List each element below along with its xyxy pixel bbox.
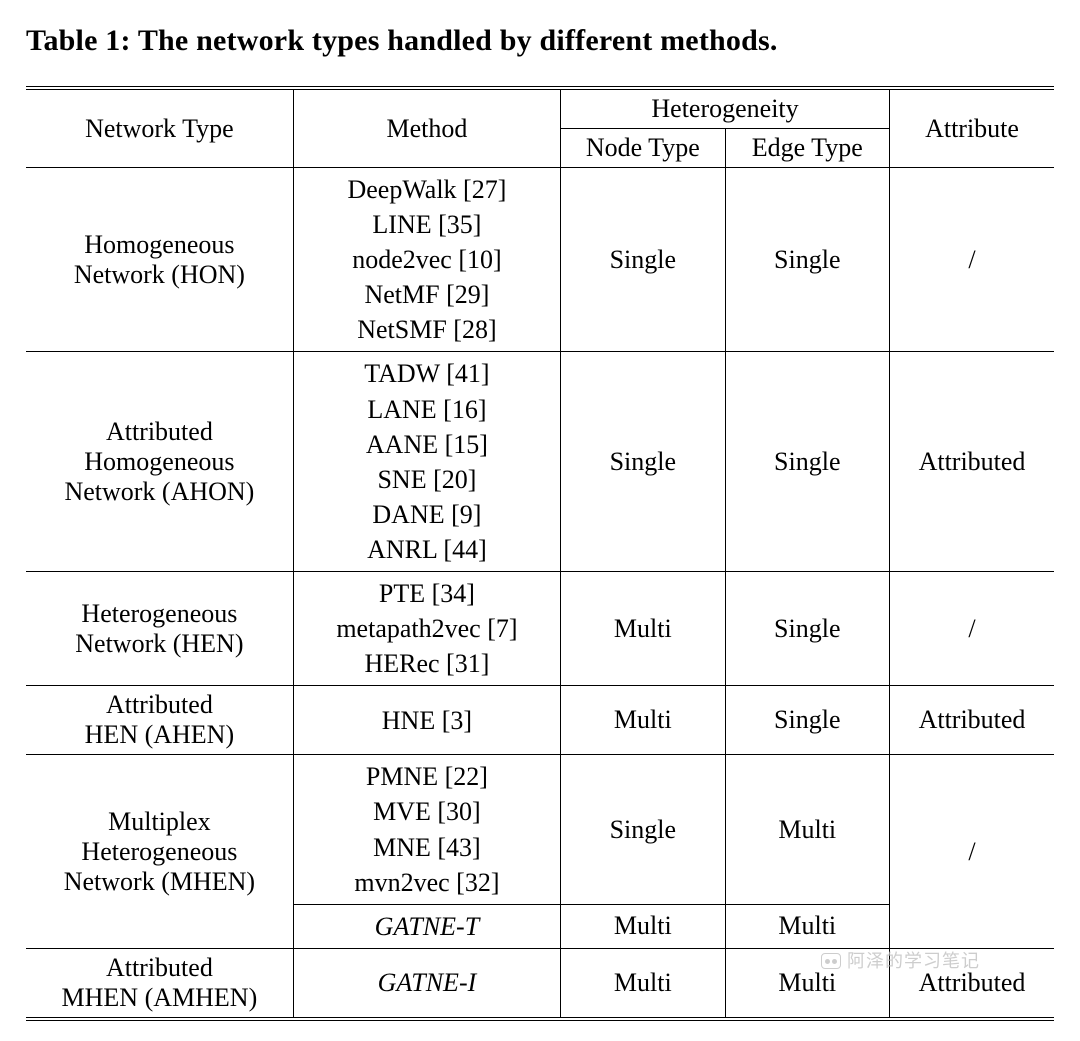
edge-type-cell: Multi (725, 755, 889, 904)
node-type-cell: Single (561, 755, 725, 904)
method-item: GATNE-I (304, 965, 550, 1000)
network-type-label: Multiplex (108, 807, 211, 836)
method-item: LANE [16] (304, 392, 550, 427)
node-type-cell: Single (561, 168, 725, 352)
edge-type-cell: Single (725, 686, 889, 755)
col-edge-type: Edge Type (725, 129, 889, 168)
col-method: Method (293, 88, 560, 168)
col-network-type: Network Type (26, 88, 293, 168)
network-type-label: Network (MHEN) (64, 867, 255, 896)
network-type-label: Homogeneous (84, 447, 234, 476)
method-item: NetSMF [28] (304, 312, 550, 347)
network-type-label: Homogeneous (84, 230, 234, 259)
attribute-cell: / (890, 168, 1055, 352)
edge-type-cell: Single (725, 352, 889, 572)
method-item: TADW [41] (304, 356, 550, 391)
network-type-label: MHEN (AMHEN) (62, 983, 258, 1012)
node-type-cell: Single (561, 352, 725, 572)
method-cell: TADW [41] LANE [16] AANE [15] SNE [20] D… (293, 352, 560, 572)
node-type-cell: Multi (561, 686, 725, 755)
table-row: Attributed Homogeneous Network (AHON) TA… (26, 352, 1054, 572)
edge-type-cell: Single (725, 572, 889, 686)
method-item: mvn2vec [32] (304, 865, 550, 900)
method-cell: DeepWalk [27] LINE [35] node2vec [10] Ne… (293, 168, 560, 352)
method-item: HNE [3] (304, 703, 550, 738)
method-item: PMNE [22] (304, 759, 550, 794)
method-item: SNE [20] (304, 462, 550, 497)
method-item: GATNE-T (304, 909, 550, 944)
network-type-label: Heterogeneous (81, 837, 237, 866)
table-caption: Table 1: The network types handled by di… (26, 24, 1054, 58)
network-type-label: Network (AHON) (64, 477, 254, 506)
method-item: MNE [43] (304, 830, 550, 865)
method-item: PTE [34] (304, 576, 550, 611)
method-item: NetMF [29] (304, 277, 550, 312)
method-item: LINE [35] (304, 207, 550, 242)
method-cell: HNE [3] (293, 686, 560, 755)
table-row: Multiplex Heterogeneous Network (MHEN) P… (26, 755, 1054, 904)
edge-type-cell: Single (725, 168, 889, 352)
method-item: metapath2vec [7] (304, 611, 550, 646)
network-type-label: Attributed (106, 690, 213, 719)
method-item: HERec [31] (304, 646, 550, 681)
network-types-table: Network Type Method Heterogeneity Attrib… (26, 86, 1054, 1021)
node-type-cell: Multi (561, 904, 725, 948)
attribute-cell: Attributed (890, 352, 1055, 572)
method-cell: GATNE-T (293, 904, 560, 948)
table-row: Attributed MHEN (AMHEN) GATNE-I Multi Mu… (26, 948, 1054, 1019)
method-item: DeepWalk [27] (304, 172, 550, 207)
method-item: MVE [30] (304, 794, 550, 829)
method-cell: PMNE [22] MVE [30] MNE [43] mvn2vec [32] (293, 755, 560, 904)
network-type-label: Attributed (106, 417, 213, 446)
network-type-label: Attributed (106, 953, 213, 982)
method-item: node2vec [10] (304, 242, 550, 277)
network-type-label: Network (HON) (74, 260, 245, 289)
table-row: Homogeneous Network (HON) DeepWalk [27] … (26, 168, 1054, 352)
col-node-type: Node Type (561, 129, 725, 168)
attribute-cell: / (890, 572, 1055, 686)
attribute-cell: / (890, 755, 1055, 948)
attribute-cell: Attributed (890, 948, 1055, 1019)
col-heterogeneity: Heterogeneity (561, 88, 890, 129)
method-item: AANE [15] (304, 427, 550, 462)
network-type-label: Heterogeneous (81, 599, 237, 628)
method-cell: GATNE-I (293, 948, 560, 1019)
attribute-cell: Attributed (890, 686, 1055, 755)
table-row: Heterogeneous Network (HEN) PTE [34] met… (26, 572, 1054, 686)
node-type-cell: Multi (561, 572, 725, 686)
table-row: Attributed HEN (AHEN) HNE [3] Multi Sing… (26, 686, 1054, 755)
edge-type-cell: Multi (725, 904, 889, 948)
node-type-cell: Multi (561, 948, 725, 1019)
method-item: DANE [9] (304, 497, 550, 532)
method-item: ANRL [44] (304, 532, 550, 567)
edge-type-cell: Multi (725, 948, 889, 1019)
col-attribute: Attribute (890, 88, 1055, 168)
network-type-label: Network (HEN) (75, 629, 243, 658)
method-cell: PTE [34] metapath2vec [7] HERec [31] (293, 572, 560, 686)
network-type-label: HEN (AHEN) (85, 720, 234, 749)
